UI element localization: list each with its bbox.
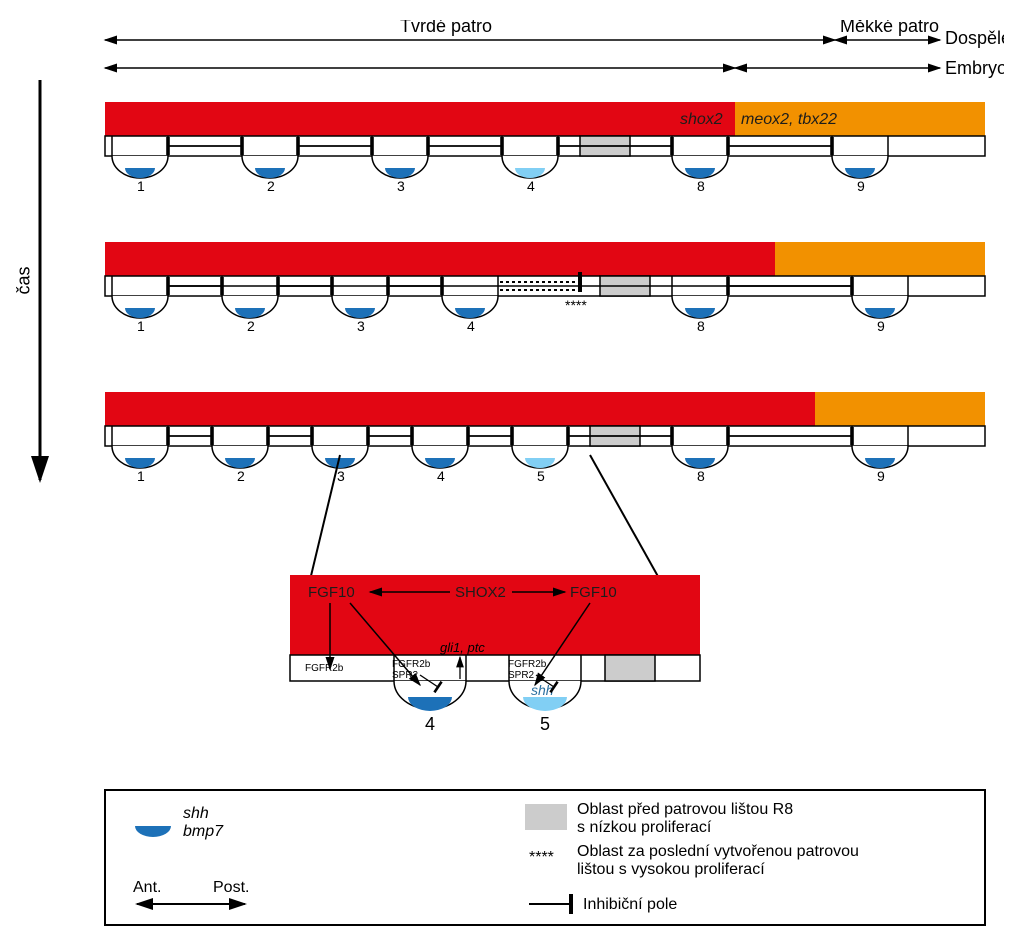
legend-r8-1: Oblast před patrovou lištou R8 — [577, 801, 793, 818]
legend-r8-2: s nízkou proliferací — [577, 819, 712, 836]
label-shox2: shox2 — [680, 111, 723, 128]
asterisks: **** — [565, 297, 587, 313]
legend-ant: Ant. — [133, 879, 161, 896]
legend-bmp7: bmp7 — [183, 823, 224, 840]
label-tvrde: Tvrdé patro — [400, 20, 492, 36]
ruga-number: 4 — [437, 468, 445, 484]
spr2-1: SPR2 — [392, 670, 419, 681]
label-mekke: Měkké patro — [840, 20, 939, 36]
ruga-number: 4 — [527, 178, 535, 194]
legend-inhib: Inhibiční pole — [583, 896, 677, 913]
legend: shhbmp7 Ant. Post. Oblast před patrovou liš… — [105, 790, 985, 925]
svg-text:4: 4 — [425, 714, 435, 734]
legend-high-2: lištou s vysokou proliferací — [577, 861, 765, 878]
row-2: 1 2 3 4 8 9 **** — [105, 242, 985, 334]
ruga-number: 2 — [267, 178, 275, 194]
ruga-number: 8 — [697, 178, 705, 194]
diagram-svg: Tvrdé patro Měkké patro Dospělec Embryo … — [20, 20, 1004, 930]
zoom-lines — [310, 455, 660, 580]
shox2-center: SHOX2 — [455, 584, 506, 601]
ruga-number: 9 — [877, 468, 885, 484]
ruga-number: 2 — [247, 318, 255, 334]
fgfr2b-1: FGFR2b — [305, 663, 344, 674]
ruga-number: 3 — [337, 468, 345, 484]
legend-asterisks: **** — [529, 849, 554, 866]
spr2-2: SPR2 — [508, 670, 535, 681]
diagram-container: čas Tvrdé patro Měkké patro Dospělec Emb… — [20, 20, 1004, 930]
ruga-number: 8 — [697, 468, 705, 484]
legend-post: Post. — [213, 879, 249, 896]
ruga-number: 1 — [137, 178, 145, 194]
ruga-number: 2 — [237, 468, 245, 484]
label-embryo: Embryo — [945, 58, 1004, 78]
fgf10-right: FGF10 — [570, 584, 617, 601]
legend-high-1: Oblast za poslední vytvořenou patrovou — [577, 843, 859, 860]
fgfr2b-2: FGFR2b — [392, 659, 431, 670]
time-axis-label: čas — [14, 266, 35, 294]
ruga-number: 4 — [467, 318, 475, 334]
row-1: shox2 meox2, tbx22 1 2 3 4 8 9 — [105, 102, 985, 194]
ruga-number: 9 — [857, 178, 865, 194]
svg-text:5: 5 — [540, 714, 550, 734]
gli1-ptc: gli1, ptc — [440, 640, 485, 655]
ruga-number: 1 — [137, 318, 145, 334]
row-3: 1 2 3 4 5 8 9 — [105, 392, 985, 484]
fgfr2b-3: FGFR2b — [508, 659, 547, 670]
ruga-number: 8 — [697, 318, 705, 334]
fgf10-left: FGF10 — [308, 584, 355, 601]
ruga-number: 5 — [537, 468, 545, 484]
ruga-number: 3 — [397, 178, 405, 194]
label-meox2-tbx22: meox2, tbx22 — [741, 111, 837, 128]
top-axis: Tvrdé patro Měkké patro Dospělec Embryo — [105, 20, 1004, 78]
ruga-number: 3 — [357, 318, 365, 334]
ruga-number: 9 — [877, 318, 885, 334]
legend-shh: shh — [183, 805, 209, 822]
label-dospelec: Dospělec — [945, 28, 1004, 48]
detail-panel: FGF10SHOX2FGF104shh5shhgli1, ptcFGFR2bFG… — [290, 575, 700, 734]
ruga-number: 1 — [137, 468, 145, 484]
